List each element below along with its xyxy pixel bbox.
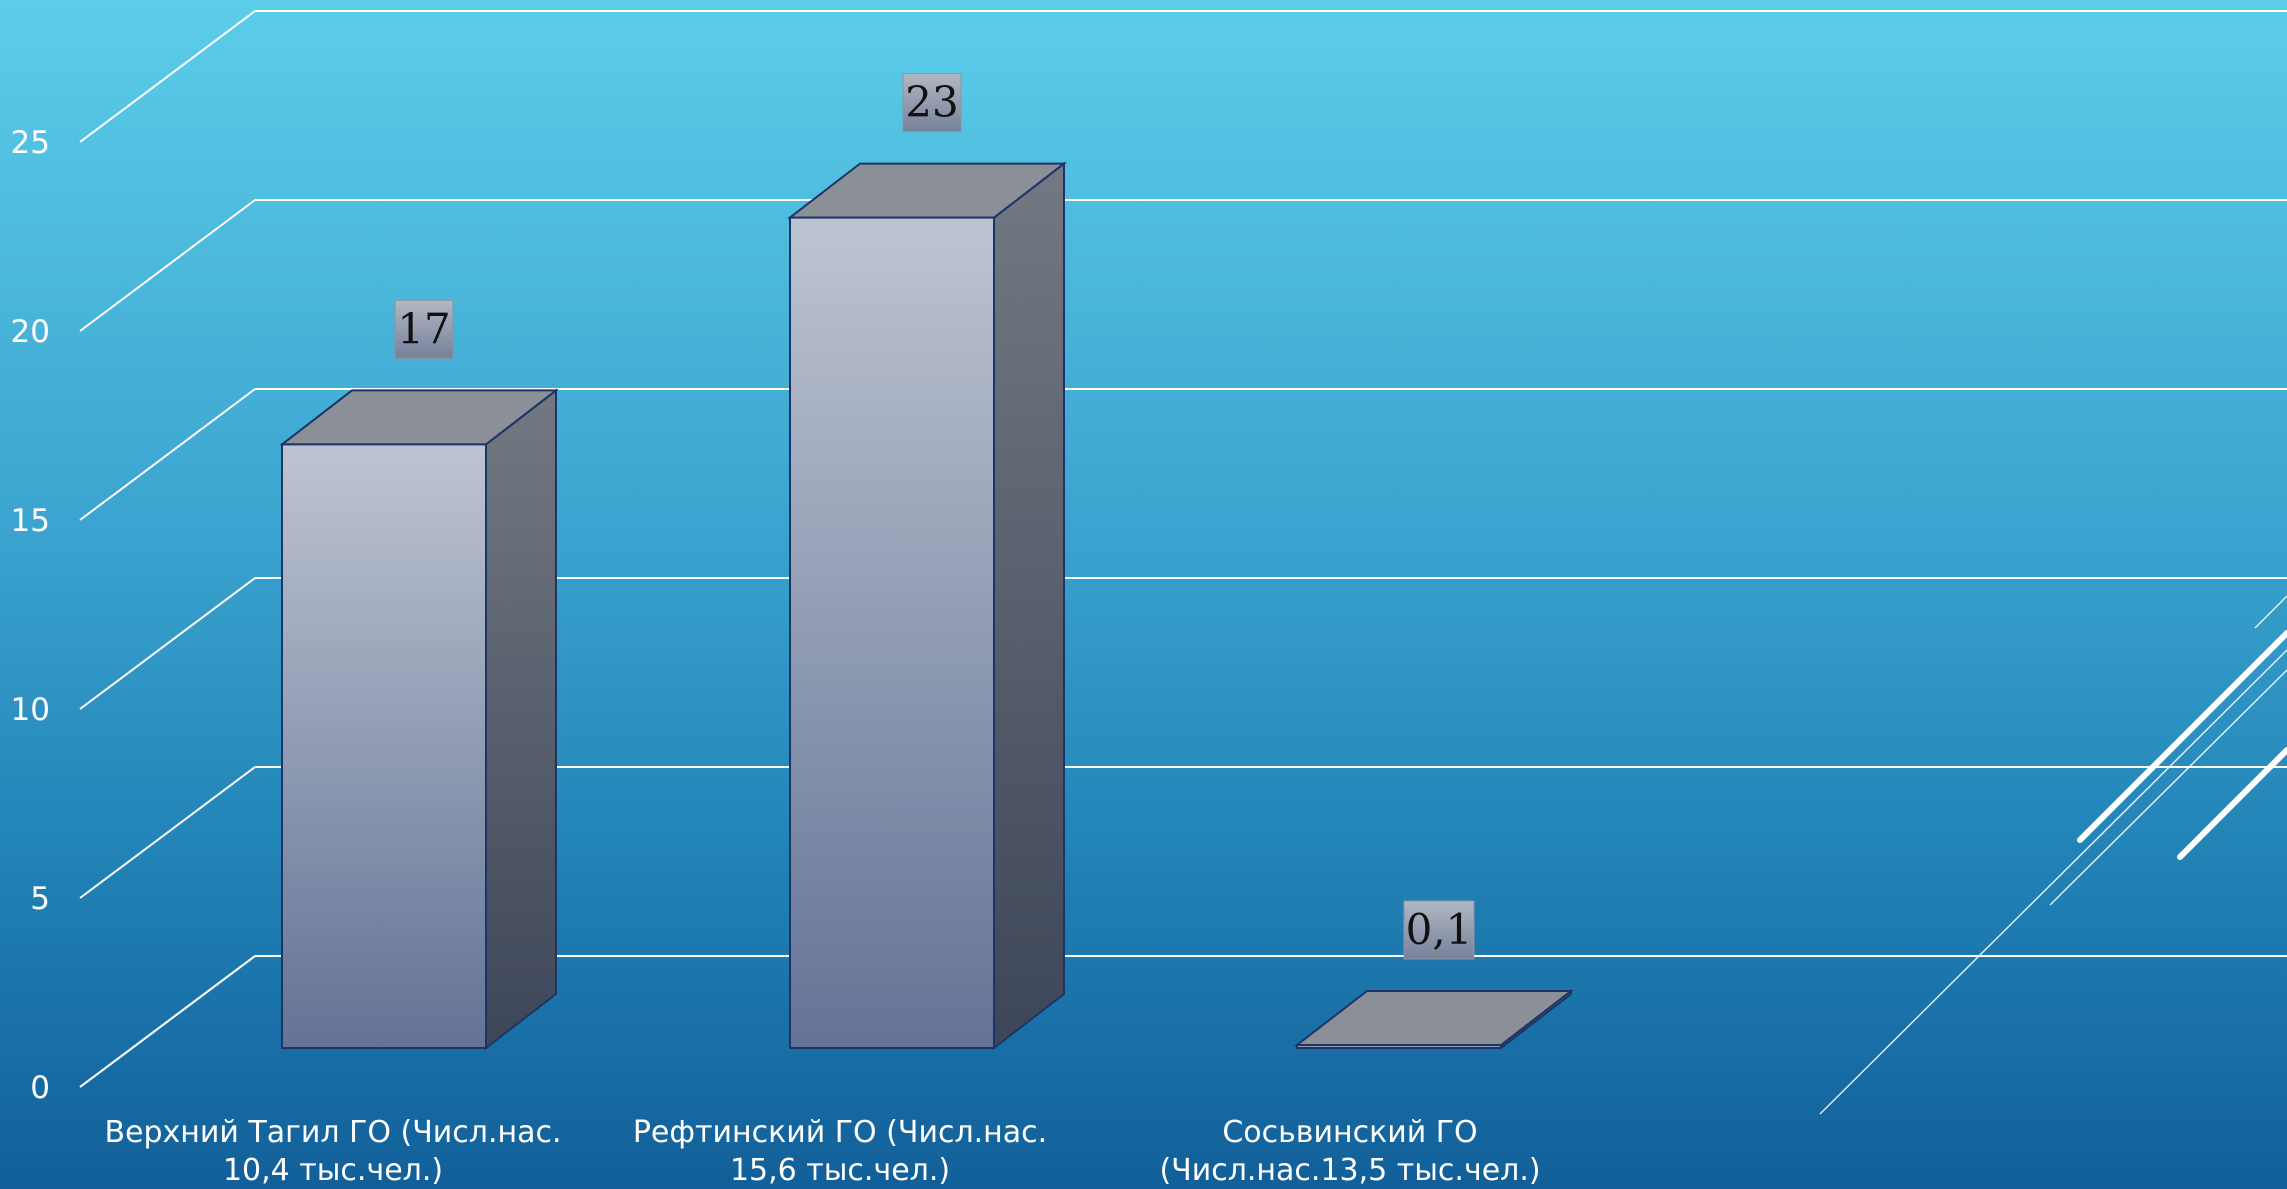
x-category-line: 10,4 тыс.чел.) [223,1153,443,1188]
gridline-diagonal [79,388,256,521]
data-labels: 17 23 0,1 [394,73,1475,960]
decor-line [1819,649,2287,1115]
y-axis: 0 5 10 15 20 25 [11,125,50,1106]
x-category-label: Рефтинский ГО (Числ.нас. 15,6 тыс.чел.) [633,1115,1047,1188]
y-tick-label: 0 [30,1070,50,1106]
x-category-label: Сосьвинский ГО (Числ.нас.13,5 тыс.чел.) [1159,1115,1540,1188]
bar [787,161,1067,1051]
x-category-line: Верхний Тагил ГО (Числ.нас. [104,1115,561,1150]
data-label: 23 [902,73,962,133]
y-tick-label: 10 [11,692,50,728]
data-label-text: 17 [397,304,450,353]
x-category-line: (Числ.нас.13,5 тыс.чел.) [1159,1153,1540,1188]
data-label: 17 [394,299,454,359]
gridlines [79,10,2287,1088]
decorative-lines [1819,595,2287,1115]
data-label-box [902,73,962,133]
decor-line [2254,595,2287,629]
bar [1294,988,1574,1051]
x-category-line: 15,6 тыс.чел.) [730,1153,950,1188]
x-axis: Верхний Тагил ГО (Числ.нас. 10,4 тыс.чел.… [104,1115,1540,1188]
gridline-diagonal [79,766,256,899]
x-category-label: Верхний Тагил ГО (Числ.нас. 10,4 тыс.чел.… [104,1115,561,1188]
x-category-line: Сосьвинский ГО [1222,1115,1477,1150]
gridline-diagonal [79,577,256,710]
decor-line [2077,630,2287,843]
y-tick-label: 15 [11,503,50,539]
data-label: 0,1 [1403,900,1475,960]
data-label-text: 23 [905,78,958,127]
y-tick-label: 20 [11,314,50,350]
bar-top [1294,990,1574,1046]
data-label-text: 0,1 [1406,905,1473,954]
bar-front [789,216,995,1050]
bars [279,161,1574,1051]
bar-side [485,388,557,1051]
y-tick-label: 5 [30,881,50,917]
data-label-box [1403,900,1475,960]
decor-line [2049,669,2287,906]
x-category-line: Рефтинский ГО (Числ.нас. [633,1115,1047,1150]
bar-side [993,161,1065,1051]
bar-front [1296,1044,1502,1049]
bar-front [281,443,487,1049]
gridline-diagonal [79,10,256,143]
gridline-diagonal [79,955,256,1088]
bar [279,388,559,1051]
y-tick-label: 25 [11,125,50,161]
data-label-box [394,299,454,359]
gridline-diagonal [79,199,256,332]
